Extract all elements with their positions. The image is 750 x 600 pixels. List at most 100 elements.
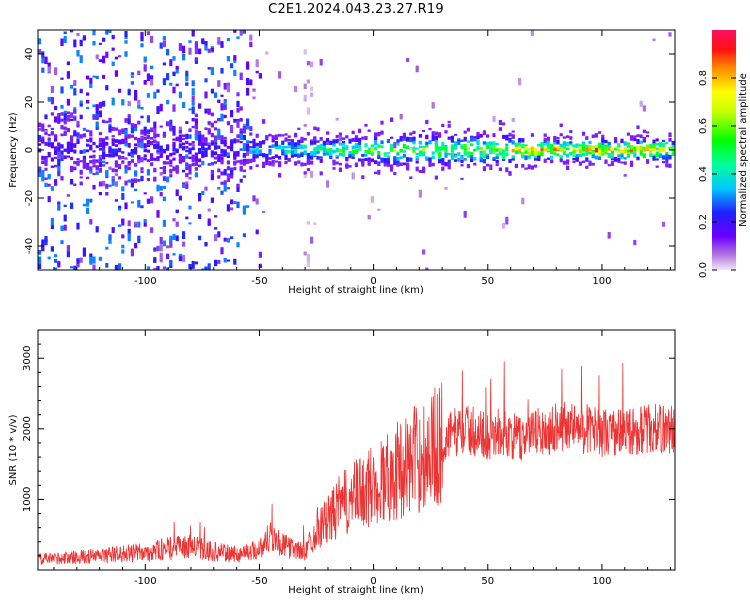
- spectrogram-cell: [92, 264, 96, 270]
- spectrogram-cell: [236, 36, 240, 40]
- spectrogram-cell: [76, 140, 80, 144]
- spectrogram-cell: [137, 159, 141, 164]
- spectrogram-cell: [178, 159, 182, 164]
- spectrogram-cell: [473, 136, 477, 140]
- spectrogram-cell: [95, 159, 99, 163]
- spectrogram-cell: [198, 141, 202, 146]
- spectrogram-cell: [102, 119, 106, 123]
- spectrogram-cell: [175, 67, 179, 74]
- spectrogram-cell: [441, 145, 445, 151]
- spectrogram-cell: [44, 158, 48, 163]
- spectrogram-cell: [444, 150, 448, 155]
- spectrogram-cell: [415, 161, 419, 164]
- spectrogram-cell: [95, 116, 99, 120]
- spectrogram-cell: [498, 120, 502, 125]
- spectrogram-cell: [441, 163, 445, 166]
- spectrogram-cell: [306, 254, 310, 262]
- spectrogram-cell: [89, 133, 93, 137]
- spectrogram-cell: [194, 113, 198, 118]
- spectrogram-cell: [204, 41, 208, 48]
- spectrogram-cell: [540, 144, 544, 149]
- spectrogram-cell: [569, 130, 573, 133]
- spectrogram-cell: [50, 127, 54, 130]
- spectrogram-cell: [102, 55, 106, 64]
- spectrogram-cell: [553, 137, 557, 143]
- spectrogram-cell: [239, 106, 243, 111]
- spectrogram-cell: [271, 163, 275, 167]
- spectrogram-cell: [386, 139, 390, 144]
- spectrogram-cell: [114, 264, 118, 270]
- spectrogram-cell: [114, 144, 118, 147]
- spectrogram-cell: [220, 159, 224, 165]
- spectrogram-cell: [566, 135, 570, 139]
- spectrogram-cell: [198, 235, 202, 241]
- spectrogram-cell: [76, 120, 80, 126]
- spectrogram-cell: [300, 144, 304, 150]
- spectrogram-cell: [262, 161, 266, 165]
- spectrogram-cell: [140, 167, 144, 171]
- spectrogram-cell: [102, 138, 106, 143]
- spectrogram-cell: [191, 158, 195, 161]
- spectrogram-cell: [268, 145, 272, 148]
- spectrogram-cell: [207, 67, 211, 70]
- spectrogram-cell: [82, 37, 86, 41]
- spectrogram-cell: [377, 144, 381, 148]
- spectrogram-cell: [102, 100, 106, 107]
- spectrogram-cell: [169, 241, 173, 248]
- spectrogram-cell: [70, 84, 74, 89]
- spectrogram-cell: [332, 160, 336, 166]
- spectrogram-cell: [191, 106, 195, 115]
- spectrogram-cell: [50, 246, 54, 252]
- x-tick-label: 50: [481, 276, 494, 287]
- spectrogram-cell: [172, 128, 176, 136]
- y-tick-label: -40: [24, 238, 35, 254]
- spectrogram-cell: [134, 89, 138, 98]
- spectrogram-cell: [70, 168, 74, 172]
- spectrogram-cell: [159, 244, 163, 252]
- spectrogram-cell: [466, 151, 470, 154]
- spectrogram-cell: [98, 181, 102, 187]
- spectrogram-cell: [185, 140, 189, 145]
- spectrogram-cell: [246, 87, 250, 96]
- spectrogram-cell: [73, 161, 77, 165]
- spectrogram-cell: [105, 51, 109, 58]
- spectrogram-cell: [70, 142, 74, 148]
- spectrogram-cell: [44, 142, 48, 146]
- spectrogram-cell: [610, 155, 614, 159]
- spectrogram-cell: [54, 156, 58, 159]
- spectrogram-cell: [137, 105, 141, 109]
- spectrogram-cell: [89, 130, 93, 133]
- spectrogram-cell: [316, 140, 320, 143]
- spectrogram-cell: [44, 114, 48, 120]
- spectrogram-cell: [460, 159, 464, 163]
- spectrogram-cell: [399, 149, 403, 152]
- spectrogram-cell: [617, 143, 621, 147]
- spectrogram-cell: [172, 56, 176, 61]
- spectrogram-cell: [66, 155, 70, 158]
- spectrogram-cell: [169, 152, 173, 157]
- spectrogram-cell: [172, 233, 176, 240]
- spectrogram-cell: [367, 161, 371, 166]
- spectrogram-cell: [290, 139, 294, 142]
- spectrogram-cell: [444, 162, 448, 167]
- spectrogram-cell: [441, 158, 445, 163]
- spectrogram-cell: [313, 222, 317, 225]
- spectrogram-cell: [377, 151, 381, 156]
- spectrogram-cell: [310, 86, 314, 91]
- spectrogram-cell: [82, 203, 86, 207]
- spectrogram-cell: [201, 150, 205, 155]
- spectrogram-cell: [601, 147, 605, 153]
- spectrogram-cell: [402, 143, 406, 149]
- spectrogram-cell: [134, 143, 138, 147]
- spectrogram-cell: [623, 147, 627, 150]
- spectrogram-cell: [665, 156, 669, 161]
- spectrogram-cell: [470, 136, 474, 142]
- spectrogram-cell: [626, 150, 630, 153]
- spectrogram-cell: [127, 145, 131, 148]
- spectrogram-cell: [370, 147, 374, 153]
- spectrogram-cell: [521, 143, 525, 149]
- spectrogram-cell: [236, 151, 240, 157]
- spectrogram-cell: [92, 150, 96, 153]
- spectrogram-cell: [313, 147, 317, 153]
- spectrogram-cell: [598, 144, 602, 149]
